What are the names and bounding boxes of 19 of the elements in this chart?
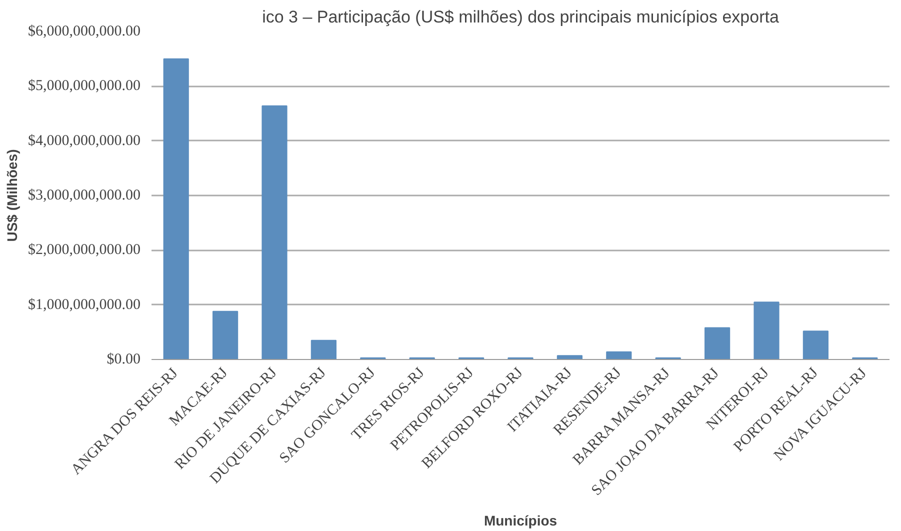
- y-tick-label: $1,000,000,000.00: [28, 296, 140, 313]
- bar: [556, 355, 582, 360]
- y-tick-label: $4,000,000,000.00: [28, 132, 140, 149]
- bar: [704, 327, 730, 360]
- bar: [802, 330, 828, 360]
- y-tick-label: $3,000,000,000.00: [28, 188, 140, 204]
- bar: [262, 105, 288, 360]
- bar: [212, 310, 238, 360]
- x-axis-title: Municípios: [484, 512, 558, 529]
- y-tick-label: $2,000,000,000.00: [28, 242, 140, 258]
- bar: [754, 302, 780, 360]
- y-tick-label: $6,000,000,000.00: [28, 24, 140, 40]
- y-axis-title: US$ (Milhões): [4, 149, 20, 242]
- bar: [163, 58, 189, 360]
- y-tick-label: $0.00: [106, 352, 140, 368]
- bar: [310, 340, 336, 360]
- y-tick-label: $5,000,000,000.00: [28, 78, 140, 94]
- chart-title: ico 3 – Participação (US$ milhões) dos principais municípios exporta: [262, 8, 780, 26]
- bar: [606, 351, 632, 360]
